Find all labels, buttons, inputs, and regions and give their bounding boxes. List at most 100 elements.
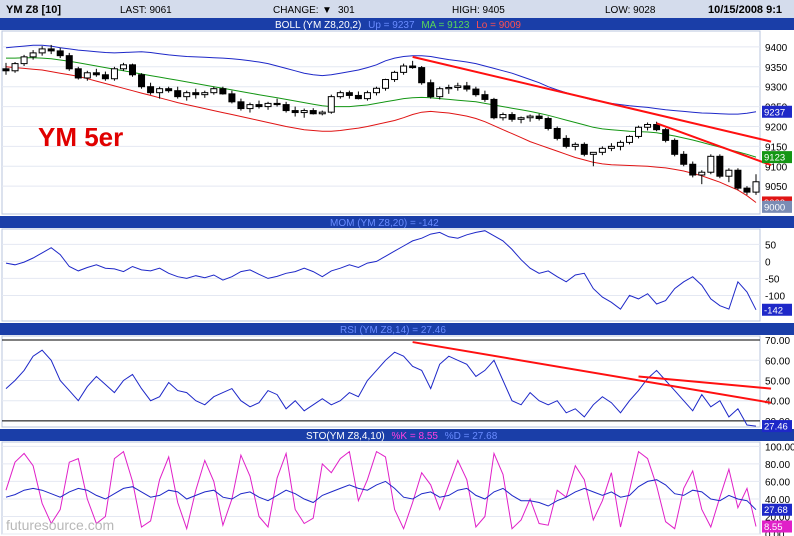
y-tick-label: 9300 [765,83,788,94]
candle-body [409,65,417,69]
candle-body [29,52,37,58]
value-badge [762,520,792,533]
candle-body [282,104,290,112]
candle-body [83,72,91,79]
candle-body [345,92,353,96]
candle-body [625,135,633,143]
candle-body [644,123,652,128]
candle-body [327,96,335,113]
candle-body [92,72,100,76]
boll-title: BOLL (YM Z8,20,2) Up = 9237 MA = 9123 Lo… [275,20,521,31]
value-badge [762,420,792,433]
candle-body [138,74,146,88]
candle-body [445,86,453,90]
momentum-panel: 50 0 -50 -100 -142 [1,228,792,322]
candle-body [635,126,643,137]
y-tick-label: 0 [765,257,771,268]
candle-body [11,63,19,72]
y-tick-label: -100 [765,291,785,302]
candle-body [264,102,272,108]
trendline [656,122,772,167]
candle-body [255,104,263,108]
candle-body [571,143,579,147]
candle-body [38,48,46,54]
symbol-label: YM Z8 [10] [6,4,61,16]
bollinger-price-panel: 9400935093009250920091509100905092379123… [1,30,792,215]
candle-body [544,118,552,129]
y-tick-label: 9050 [765,182,788,193]
candle-body [110,68,118,80]
candle-body [300,110,308,114]
futuresource-watermark: futuresource.com [6,517,114,533]
candle-body [228,93,236,103]
change-label: CHANGE: [273,5,319,16]
candle-body [418,67,426,84]
candle-body [472,88,480,96]
bollinger-lower-band [5,66,757,203]
candle-body [616,141,624,147]
candle-body [526,115,534,119]
candle-body [517,117,525,120]
candle-body [74,68,82,79]
stochastic-k-line [5,450,757,531]
candle-body [391,71,399,81]
candle-body [56,50,64,57]
candle-body [119,64,127,70]
candle-body [716,155,724,177]
candle-body [589,151,597,155]
trendline [412,341,772,404]
header-bar [0,0,794,18]
bollinger-upper-band [5,44,757,115]
momentum-line [5,230,757,311]
candle-body [508,114,516,120]
candle-body [382,79,390,89]
low-price: LOW: 9028 [605,5,656,16]
candle-body [363,92,371,100]
rsi-title: RSI (YM Z8,14) = 27.46 [340,325,446,336]
stochastic-d-line [5,479,757,511]
panel-bar-boll [0,18,794,30]
last-price: LAST: 9061 [120,5,172,16]
candle-body [680,153,688,165]
y-tick-label: 50 [765,240,777,251]
value-badge [762,303,792,316]
panel-bar-rsi [0,323,794,335]
candle-body [192,92,200,96]
value-badge [762,105,792,118]
candle-body [580,143,588,155]
y-tick-label: 9150 [765,142,788,153]
candle-body [436,88,444,98]
y-tick-label: 9400 [765,43,788,54]
change-value: 301 [338,5,355,16]
value-badge-label: 9237 [764,107,785,118]
candle-body [734,169,742,189]
candle-body [336,92,344,98]
y-tick-label: 9350 [765,63,788,74]
candle-body [707,155,715,173]
high-price: HIGH: 9405 [452,5,505,16]
change-down-icon: ▼ [322,5,332,16]
candle-body [400,65,408,73]
value-badge [762,200,792,213]
stochastic-panel: 100.00 80.00 60.00 40.00 20.00 0.00 27.68 8.55 [1,441,794,536]
timestamp: 10/15/2008 9:1 [708,4,782,16]
y-tick-label: 80.00 [765,460,790,471]
candle-body [698,171,706,176]
y-tick-label: 9100 [765,162,788,173]
candle-body [291,110,299,114]
candle-body [607,145,615,149]
y-tick-label: 0.00 [765,530,785,536]
trendline [638,375,772,390]
candle-body [20,56,28,65]
y-tick-label: 9200 [765,122,788,133]
candle-body [47,48,55,52]
plot-area [1,30,761,215]
candle-body [535,115,543,120]
candle-body [499,114,507,119]
candle-body [653,123,661,131]
ym-5er-annotation: YM 5er [38,122,123,152]
panel-bar-sto [0,429,794,441]
candle-body [165,88,173,92]
